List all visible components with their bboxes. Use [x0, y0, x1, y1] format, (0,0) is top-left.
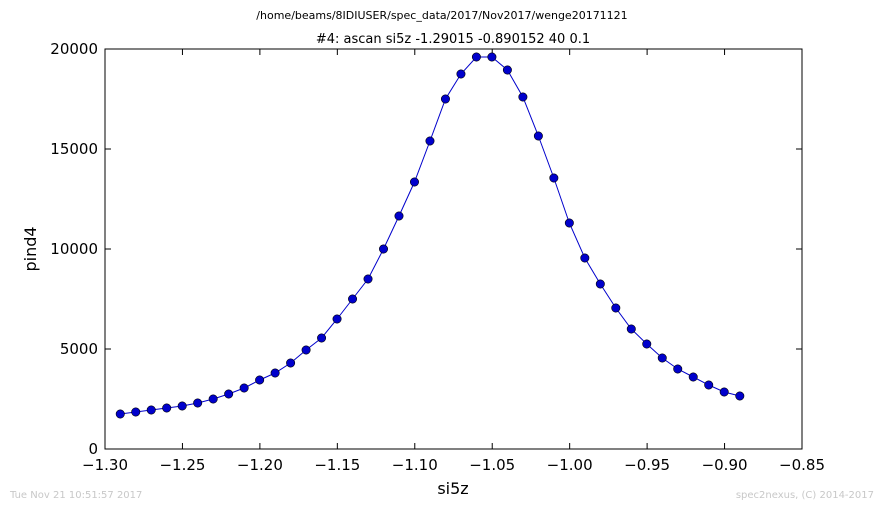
y-tick-label: 20000 — [50, 40, 98, 58]
data-point — [270, 368, 280, 378]
data-point — [719, 387, 729, 397]
figure-file-title: /home/beams/8IDIUSER/spec_data/2017/Nov2… — [256, 9, 627, 22]
footer-timestamp: Tue Nov 21 10:51:57 2017 — [9, 490, 142, 501]
data-point — [440, 94, 450, 104]
x-tick-label: −1.05 — [469, 456, 515, 474]
data-point — [301, 345, 311, 355]
data-point — [673, 364, 683, 374]
data-point — [549, 173, 559, 183]
y-tick-label: 0 — [88, 440, 98, 458]
x-tick-label: −0.90 — [702, 456, 748, 474]
data-point — [348, 294, 358, 304]
data-point — [456, 69, 466, 79]
y-tick-label: 15000 — [50, 140, 98, 158]
x-tick-label: −1.15 — [314, 456, 360, 474]
data-point — [394, 211, 404, 221]
plot-area-frame — [104, 48, 803, 450]
data-point — [208, 394, 218, 404]
data-point — [595, 279, 605, 289]
y-tick-label: 10000 — [50, 240, 98, 258]
data-point — [518, 92, 528, 102]
data-point — [533, 131, 543, 141]
data-point — [131, 407, 141, 417]
data-point — [642, 339, 652, 349]
x-tick-label: −1.20 — [237, 456, 283, 474]
x-tick-label: −1.10 — [392, 456, 438, 474]
x-tick-label: −0.85 — [779, 456, 825, 474]
x-axis-label: si5z — [437, 479, 468, 498]
data-point — [487, 52, 497, 62]
data-point — [657, 353, 667, 363]
x-axis: −1.30 −1.25 −1.20 −1.15 −1.10 −1.05 −1.00 −0.95… — [82, 49, 825, 474]
y-axis-label: pind4 — [21, 226, 40, 271]
data-point — [317, 333, 327, 343]
data-point — [224, 389, 234, 399]
data-point — [363, 274, 373, 284]
data-point — [704, 380, 714, 390]
data-point — [332, 314, 342, 324]
data-point — [177, 401, 187, 411]
chart-title: #4: ascan si5z -1.29015 -0.890152 40 0.1 — [316, 32, 590, 47]
data-point — [502, 65, 512, 75]
data-point — [580, 253, 590, 263]
data-point — [255, 375, 265, 385]
data-point — [471, 52, 481, 62]
data-point — [193, 398, 203, 408]
y-tick-label: 5000 — [60, 340, 98, 358]
x-tick-label: −1.25 — [159, 456, 205, 474]
x-tick-label: −0.95 — [624, 456, 670, 474]
data-point — [162, 403, 172, 413]
data-point — [611, 303, 621, 313]
series-layer — [115, 52, 745, 419]
data-point — [146, 405, 156, 415]
data-point — [379, 244, 389, 254]
footer-credit: spec2nexus, (C) 2014-2017 — [736, 490, 874, 501]
x-tick-label: −1.00 — [547, 456, 593, 474]
data-point — [735, 391, 745, 401]
data-point — [626, 324, 636, 334]
y-axis: 0 5000 10000 15000 20000 — [50, 40, 802, 458]
data-point — [115, 409, 125, 419]
data-point — [425, 136, 435, 146]
data-point — [286, 358, 296, 368]
data-point — [688, 372, 698, 382]
data-point — [564, 218, 574, 228]
data-point — [409, 177, 419, 187]
data-point — [239, 383, 249, 393]
x-tick-label: −1.30 — [82, 456, 128, 474]
